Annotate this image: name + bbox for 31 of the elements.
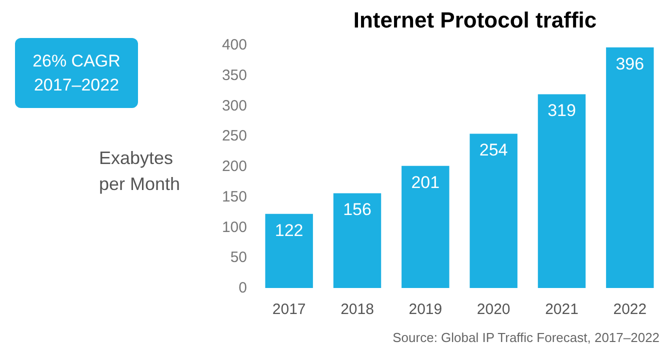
y-tick-label: 100 — [222, 218, 247, 236]
chart-title: Internet Protocol traffic — [353, 8, 597, 32]
x-tick-label: 2022 — [613, 301, 647, 318]
bar — [538, 94, 586, 288]
y-tick-label: 350 — [222, 66, 247, 84]
x-tick-label: 2021 — [545, 301, 578, 318]
x-tick-label: 2019 — [408, 301, 442, 318]
bar — [470, 134, 518, 288]
data-label: 201 — [411, 172, 440, 192]
y-tick-label: 400 — [222, 36, 247, 54]
y-tick-label: 150 — [222, 188, 247, 206]
bar — [333, 193, 382, 288]
data-label: 254 — [479, 140, 508, 160]
x-tick-label: 2017 — [272, 301, 306, 318]
y-tick-label: 50 — [230, 249, 247, 266]
y-tick-label: 250 — [222, 128, 247, 145]
text: 26% CAGR 2017–2022 — [32, 52, 120, 94]
y-tick-label: 200 — [222, 158, 247, 175]
y-tick-label: 300 — [222, 97, 247, 114]
data-label: 396 — [616, 54, 644, 74]
y-axis-title: Exabytes per Month — [98, 148, 180, 194]
data-label: 122 — [274, 220, 304, 240]
data-label: 319 — [548, 101, 576, 120]
data-label: 156 — [343, 200, 372, 220]
source-note: Source: Global IP Traffic Forecast, 2017–2022 — [392, 330, 660, 345]
x-tick-label: 2018 — [340, 301, 374, 318]
y-tick-label: 0 — [238, 280, 247, 296]
bar — [606, 47, 654, 288]
bar — [265, 214, 313, 288]
bar — [402, 166, 450, 288]
x-tick-label: 2020 — [476, 301, 510, 318]
